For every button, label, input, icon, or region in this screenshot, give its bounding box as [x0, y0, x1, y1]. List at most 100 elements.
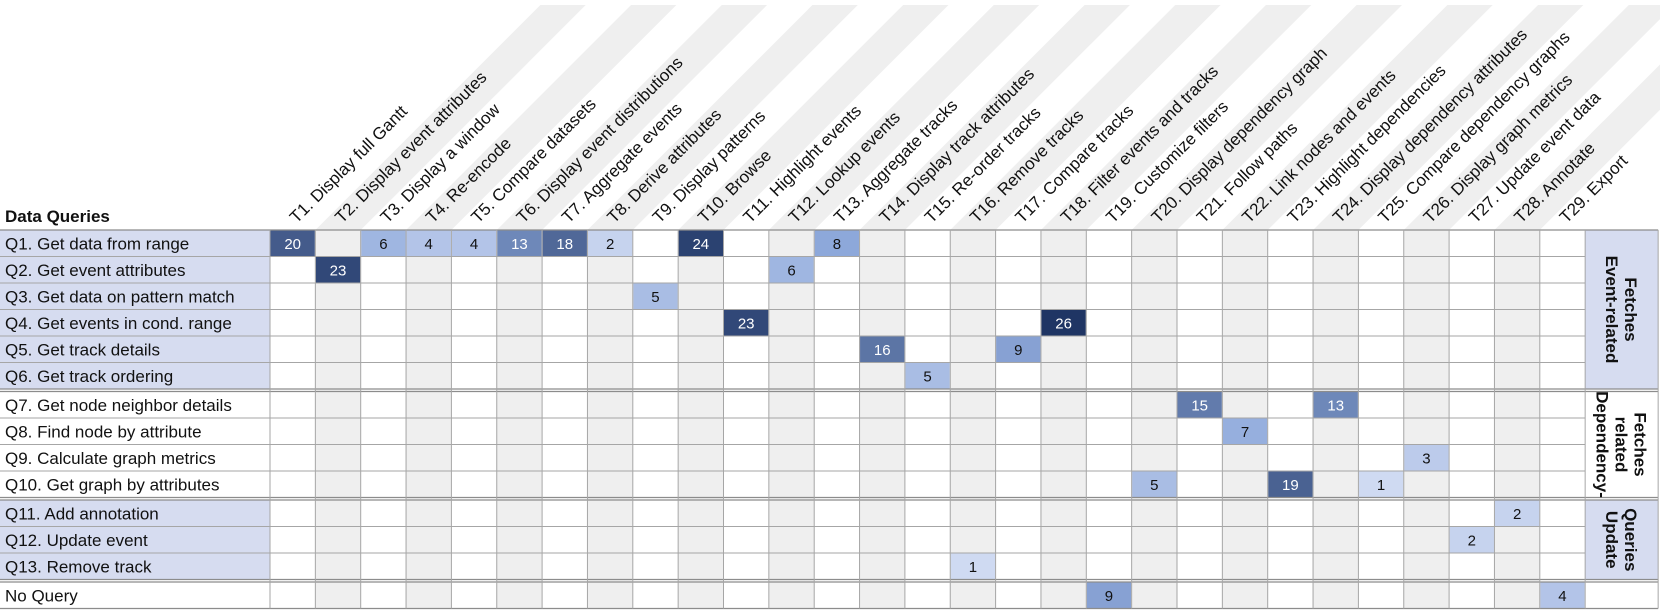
group-label-fill [1585, 230, 1659, 389]
cell-value: 23 [738, 315, 755, 332]
value-cell [406, 230, 451, 256]
column-band [768, 5, 1040, 230]
column-band [678, 230, 724, 609]
row-label-fill [0, 526, 270, 553]
column-band [1313, 5, 1584, 230]
column-band [1040, 5, 1312, 230]
cell-value: 7 [1241, 424, 1249, 441]
column-band [950, 5, 1221, 230]
column-band [587, 5, 858, 230]
column-band [678, 5, 949, 230]
row-label: Q2. Get event attributes [5, 261, 185, 280]
cell-value: 19 [1282, 477, 1299, 494]
row-label-fill [0, 336, 270, 363]
cell-value: 3 [1422, 450, 1430, 467]
cell-value: 6 [787, 262, 795, 279]
cell-value: 20 [284, 236, 301, 253]
column-band [1494, 230, 1540, 609]
column-band [1222, 5, 1493, 230]
row-label-fill [0, 309, 270, 336]
cell-value: 5 [1150, 477, 1158, 494]
value-cell [769, 257, 814, 283]
cell-value: 9 [1014, 342, 1022, 359]
value-cell [633, 283, 678, 309]
row-label-fill [0, 500, 270, 527]
row-label: Q5. Get track details [5, 340, 160, 359]
value-cell [1358, 471, 1404, 497]
column-band [315, 5, 586, 230]
svg-text:Event-related: Event-related [1602, 256, 1621, 364]
column-band [496, 5, 768, 230]
value-cell [315, 257, 361, 283]
cell-value: 13 [1327, 397, 1344, 414]
row-label: Q10. Get graph by attributes [5, 475, 220, 494]
column-band [950, 230, 996, 609]
svg-text:Fetches: Fetches [1631, 412, 1650, 476]
value-cell [814, 230, 860, 256]
row-label: Q8. Find node by attribute [5, 422, 202, 441]
row-label: Q6. Get track ordering [5, 367, 173, 386]
column-band [1494, 64, 1660, 230]
row-label: Q1. Get data from range [5, 234, 189, 253]
column-band [406, 5, 677, 230]
row-label-fill [0, 362, 270, 389]
cell-value: 1 [1377, 477, 1385, 494]
value-cell [724, 310, 769, 336]
cell-value: 2 [1513, 506, 1521, 523]
column-band [1313, 230, 1359, 609]
value-cell [1449, 527, 1494, 553]
group-label: Dependency-related Fetches [1593, 391, 1650, 498]
matrix-title: Data Queries [5, 207, 110, 226]
matrix-grid [0, 229, 1659, 610]
row-label-fill [0, 230, 270, 257]
value-cell [950, 553, 996, 579]
row-label: Q13. Remove track [5, 557, 152, 576]
row-label-fill [0, 283, 270, 310]
column-band [859, 230, 905, 609]
value-cell [451, 230, 497, 256]
group-label-fill [1585, 500, 1659, 580]
column-band [768, 230, 815, 609]
row-label: Q9. Calculate graph metrics [5, 449, 216, 468]
cell-value: 23 [330, 262, 347, 279]
value-cell [1494, 500, 1540, 526]
group-label: Update Queries [1602, 508, 1640, 571]
svg-text:Queries: Queries [1621, 508, 1640, 571]
column-band [1040, 230, 1087, 609]
value-cell [361, 230, 406, 256]
row-label: Q3. Get data on pattern match [5, 287, 235, 306]
cell-value: 2 [606, 236, 614, 253]
svg-text:Fetches: Fetches [1621, 277, 1640, 341]
cell-value: 1 [969, 559, 977, 576]
row-label: Q4. Get events in cond. range [5, 314, 232, 333]
row-label: Q11. Add annotation [5, 504, 159, 523]
value-cell [542, 230, 587, 256]
value-cell [1222, 418, 1268, 444]
cell-value: 2 [1468, 532, 1476, 549]
row-label: Q7. Get node neighbor details [5, 396, 232, 415]
column-band [496, 230, 543, 609]
cell-value: 16 [874, 342, 891, 359]
value-cell [270, 230, 315, 256]
row-label-fill [0, 553, 270, 580]
row-label: No Query [5, 586, 78, 605]
cell-value: 6 [379, 236, 387, 253]
column-band [1403, 230, 1450, 609]
column-band [859, 5, 1130, 230]
cell-value: 9 [1105, 588, 1113, 605]
cell-value: 18 [556, 236, 573, 253]
cell-value: 8 [833, 236, 841, 253]
value-cell [1268, 471, 1313, 497]
cell-value: 4 [1558, 588, 1566, 605]
column-band [1403, 5, 1660, 230]
value-cell [1540, 582, 1585, 608]
cell-value: 26 [1055, 315, 1072, 332]
column-header-bands [0, 5, 1660, 609]
cell-value: 15 [1191, 397, 1208, 414]
value-cell [1086, 582, 1132, 608]
value-cell [1313, 392, 1358, 418]
value-cell [1404, 445, 1449, 471]
cell-value: 4 [470, 236, 478, 253]
value-cell [1177, 392, 1222, 418]
